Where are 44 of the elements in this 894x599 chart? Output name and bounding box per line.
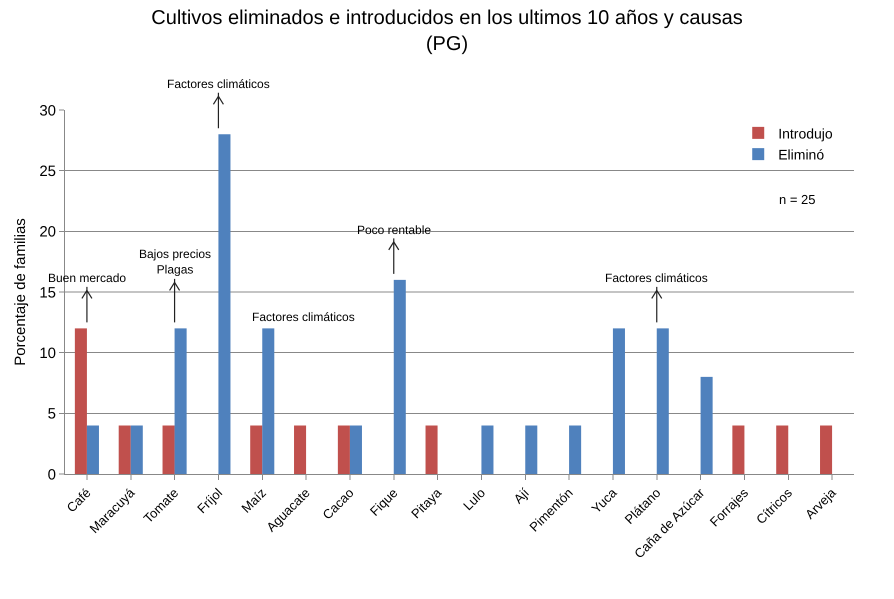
legend-label: Introdujo: [778, 125, 833, 142]
bar: [394, 280, 406, 474]
bar: [776, 425, 788, 474]
bar: [218, 134, 230, 474]
bar: [732, 425, 744, 474]
bar: [820, 425, 832, 474]
bar: [250, 425, 262, 474]
annotation: Factores climáticos: [605, 271, 708, 285]
bar: [294, 425, 306, 474]
bar: [612, 328, 625, 474]
bar: [426, 425, 438, 474]
bar: [86, 425, 99, 474]
annotation: Factores climáticos: [167, 77, 270, 91]
annotation: Poco rentable: [357, 223, 432, 237]
chart-title: Cultivos eliminados e introducidos en los ultimos 10 años y causas (PG): [151, 6, 743, 55]
bar: [262, 328, 274, 474]
y-tick-label: 10: [39, 344, 56, 362]
bar: [118, 425, 131, 474]
bar: [338, 425, 350, 474]
y-tick-label: 20: [39, 224, 56, 241]
bar: [74, 328, 87, 474]
bar: [525, 425, 538, 474]
y-tick-label: 0: [48, 466, 56, 484]
y-tick-label: 30: [39, 102, 56, 120]
y-tick-label: 15: [39, 284, 56, 302]
annotation: Factores climáticos: [252, 310, 355, 324]
bar: [569, 425, 582, 474]
y-tick-label: 25: [39, 162, 56, 180]
annotation: Buen mercado: [48, 271, 126, 285]
annotation: n = 25: [779, 192, 816, 207]
bar: [174, 328, 187, 474]
x-tick-label: Lulo: [460, 485, 488, 514]
y-tick-label: 5: [48, 406, 56, 423]
bar: [656, 328, 669, 474]
bar: [350, 425, 362, 474]
bar: [130, 425, 143, 474]
legend-label: Eliminó: [778, 146, 824, 163]
bar: [481, 425, 494, 474]
bar: [700, 376, 713, 474]
x-tick-label: Yuca: [588, 484, 620, 516]
annotation: Bajos precios Plagas: [139, 247, 212, 277]
y-axis-title: Porcentaje de familias: [12, 218, 29, 366]
x-tick-label: Ají: [510, 484, 532, 507]
bar: [162, 425, 175, 474]
